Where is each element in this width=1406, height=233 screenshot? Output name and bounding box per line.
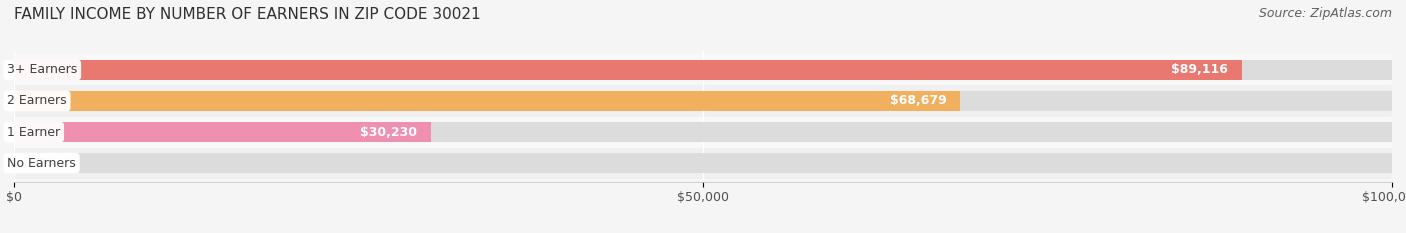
Bar	[14, 154, 1392, 173]
Bar	[14, 60, 1241, 79]
Bar	[14, 54, 1392, 86]
Text: 3+ Earners: 3+ Earners	[7, 63, 77, 76]
Text: $89,116: $89,116	[1171, 63, 1229, 76]
Bar	[14, 116, 1392, 147]
Bar	[14, 86, 1392, 116]
Bar	[14, 122, 1392, 142]
Bar	[14, 122, 430, 142]
Bar	[14, 60, 1392, 79]
Text: 2 Earners: 2 Earners	[7, 94, 67, 107]
Text: $68,679: $68,679	[890, 94, 946, 107]
Text: 1 Earner: 1 Earner	[7, 126, 60, 139]
Bar	[14, 147, 1392, 179]
Text: FAMILY INCOME BY NUMBER OF EARNERS IN ZIP CODE 30021: FAMILY INCOME BY NUMBER OF EARNERS IN ZI…	[14, 7, 481, 22]
Text: No Earners: No Earners	[7, 157, 76, 170]
Text: $0: $0	[28, 157, 44, 170]
Text: Source: ZipAtlas.com: Source: ZipAtlas.com	[1258, 7, 1392, 20]
Bar	[14, 91, 1392, 111]
Bar	[14, 91, 960, 111]
Text: $30,230: $30,230	[360, 126, 416, 139]
